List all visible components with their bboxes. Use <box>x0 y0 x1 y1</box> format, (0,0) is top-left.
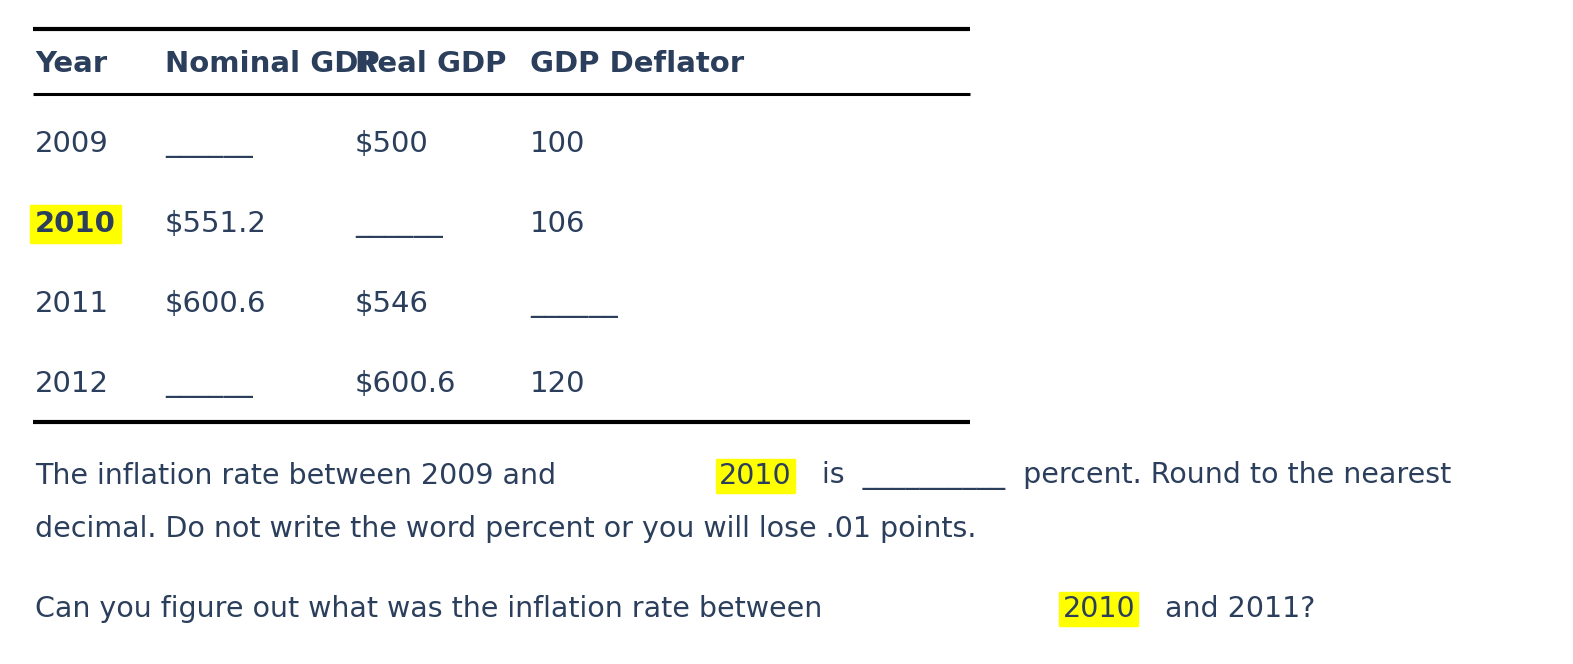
Text: 2010: 2010 <box>35 210 116 238</box>
Text: is  __________  percent. Round to the nearest: is __________ percent. Round to the near… <box>813 461 1450 491</box>
Text: ______: ______ <box>355 210 442 238</box>
Text: The inflation rate between 2009 and: The inflation rate between 2009 and <box>35 462 565 490</box>
Text: Real GDP: Real GDP <box>355 50 507 78</box>
Text: ______: ______ <box>165 130 253 158</box>
Text: and 2011?: and 2011? <box>1156 595 1315 623</box>
Text: 2010: 2010 <box>719 462 791 490</box>
Text: $500: $500 <box>355 130 429 158</box>
Text: 2010: 2010 <box>1062 595 1136 623</box>
Text: 2012: 2012 <box>35 370 109 398</box>
Text: 106: 106 <box>530 210 585 238</box>
Text: 2011: 2011 <box>35 290 109 318</box>
Text: $546: $546 <box>355 290 429 318</box>
Text: Nominal GDP: Nominal GDP <box>165 50 379 78</box>
Text: 100: 100 <box>530 130 585 158</box>
Text: 2009: 2009 <box>35 130 109 158</box>
Text: 120: 120 <box>530 370 585 398</box>
Text: ______: ______ <box>530 290 618 318</box>
Text: $600.6: $600.6 <box>165 290 266 318</box>
Text: ______: ______ <box>165 370 253 398</box>
Text: Can you figure out what was the inflation rate between: Can you figure out what was the inflatio… <box>35 595 831 623</box>
Text: GDP Deflator: GDP Deflator <box>530 50 744 78</box>
Text: decimal. Do not write the word percent or you will lose .01 points.: decimal. Do not write the word percent o… <box>35 515 977 543</box>
Text: Year: Year <box>35 50 107 78</box>
Text: $600.6: $600.6 <box>355 370 456 398</box>
Text: $551.2: $551.2 <box>165 210 267 238</box>
